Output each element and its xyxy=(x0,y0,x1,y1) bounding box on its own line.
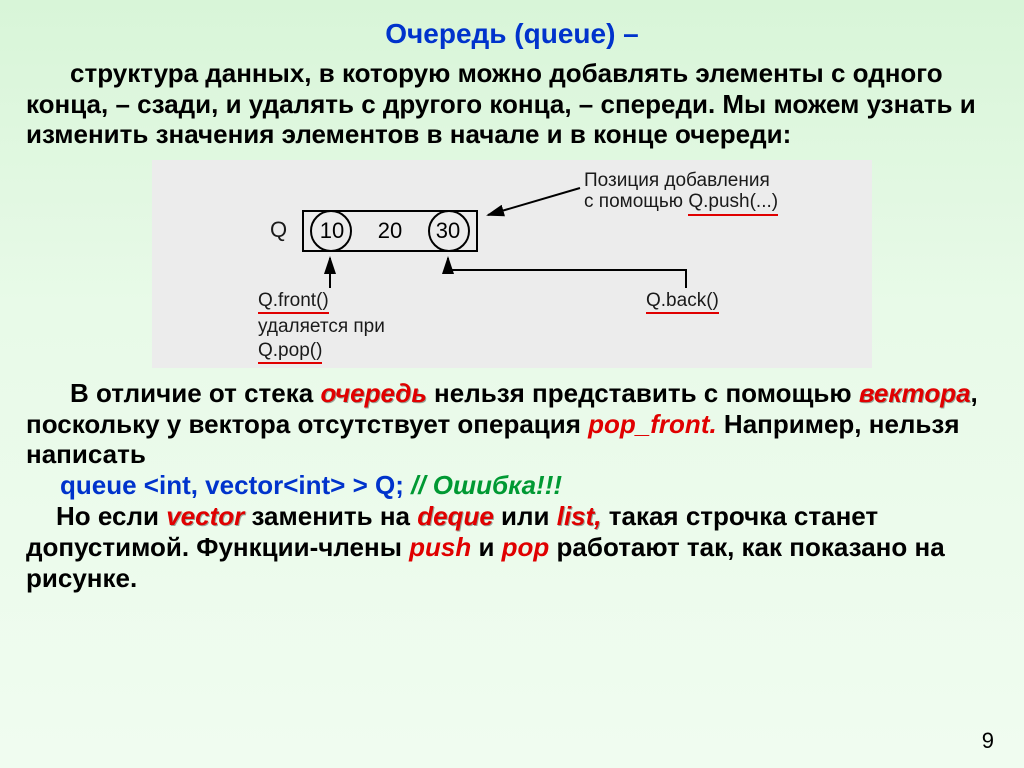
p3-or: или xyxy=(494,501,557,531)
paragraph-3: Но если vector заменить на deque или lis… xyxy=(0,501,1024,593)
diagram-arrows xyxy=(152,160,872,368)
slide-title: Очередь (queue) – xyxy=(0,0,1024,58)
paragraph-2: В отличие от стека очередь нельзя предст… xyxy=(0,374,1024,470)
p2-lead: В отличие от стека xyxy=(70,378,320,408)
p2-vector: вектора xyxy=(859,378,971,408)
p3-push: push xyxy=(409,532,471,562)
intro-paragraph: структура данных, в которую можно добавл… xyxy=(0,58,1024,158)
p3-lead: Но если xyxy=(56,501,166,531)
p3-vector: vector xyxy=(166,501,244,531)
p3-pop: pop xyxy=(502,532,550,562)
queue-diagram: 10 20 30 Q Позиция добавления с помощью … xyxy=(152,160,872,368)
code-text: queue <int, vector<int> > Q; xyxy=(60,470,411,500)
p3-deque: deque xyxy=(417,501,494,531)
p2-popfront: pop_front. xyxy=(588,409,717,439)
p2-queue: очередь xyxy=(320,378,426,408)
page-number: 9 xyxy=(982,728,994,754)
diagram-container: 10 20 30 Q Позиция добавления с помощью … xyxy=(0,158,1024,374)
code-comment: // Ошибка!!! xyxy=(411,470,562,500)
p2-mid1: нельзя представить с помощью xyxy=(427,378,859,408)
p3-and: и xyxy=(471,532,501,562)
p3-list: list, xyxy=(557,501,602,531)
code-line: queue <int, vector<int> > Q; // Ошибка!!… xyxy=(0,470,1024,501)
p3-mid1: заменить на xyxy=(244,501,417,531)
